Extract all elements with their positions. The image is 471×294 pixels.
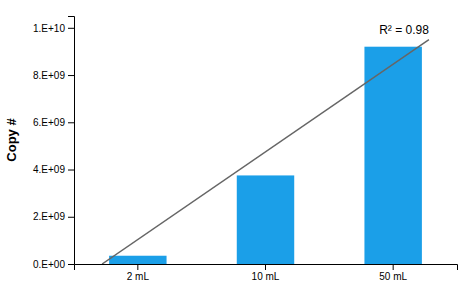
x-axis-line [75, 265, 458, 271]
y-tick: 6.E+09 [33, 117, 74, 128]
y-axis: 0.E+00 2.E+09 4.E+09 6.E+09 8.E+09 1.E+10 [33, 17, 74, 270]
y-tick-label: 1.E+10 [33, 23, 65, 34]
y-tick-mark [68, 28, 74, 29]
y-tick: 1.E+10 [33, 23, 74, 34]
bar-series [109, 47, 422, 264]
y-tick: 0.E+00 [33, 259, 74, 270]
y-tick-mark [68, 122, 74, 123]
y-tick-mark [68, 217, 74, 218]
bar [237, 175, 294, 264]
x-tick: 2 mL [127, 264, 150, 282]
x-tick-label: 10 mL [252, 271, 280, 282]
bar [109, 256, 166, 264]
y-tick-mark [68, 264, 74, 265]
x-axis: 2 mL 10 mL 50 mL [75, 264, 458, 282]
x-tick-mark [137, 264, 138, 270]
trendline [102, 40, 429, 264]
x-tick: 50 mL [379, 264, 407, 282]
y-tick-label: 4.E+09 [33, 164, 65, 175]
annotation: R² = 0.98 [379, 23, 429, 37]
y-axis-title: Copy # [4, 118, 19, 162]
x-tick: 10 mL [252, 264, 280, 282]
y-tick: 4.E+09 [33, 164, 74, 175]
y-tick: 2.E+09 [33, 211, 74, 222]
y-tick-label: 2.E+09 [33, 211, 65, 222]
bar [364, 47, 421, 264]
y-tick-label: 8.E+09 [33, 70, 65, 81]
y-tick-label: 6.E+09 [33, 117, 65, 128]
marks [102, 40, 429, 264]
plot-area: 0.E+00 2.E+09 4.E+09 6.E+09 8.E+09 1.E+10 2 mL… [4, 17, 458, 283]
x-tick-label: 2 mL [127, 271, 150, 282]
x-tick-mark [393, 264, 394, 270]
x-tick-label: 50 mL [379, 271, 407, 282]
y-axis-line [68, 17, 75, 265]
chart: 0.E+00 2.E+09 4.E+09 6.E+09 8.E+09 1.E+10 2 mL… [0, 0, 471, 294]
x-tick-mark [265, 264, 266, 270]
y-tick-mark [68, 75, 74, 76]
y-tick: 8.E+09 [33, 70, 74, 81]
y-tick-label: 0.E+00 [33, 259, 65, 270]
y-tick-mark [68, 170, 74, 171]
